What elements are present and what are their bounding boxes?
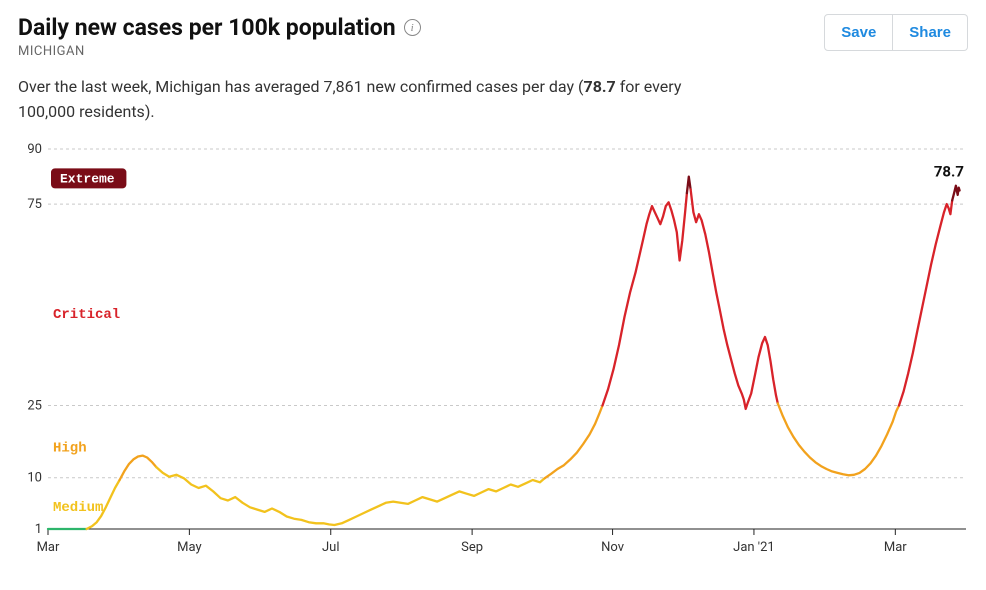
title-text: Daily new cases per 100k population: [18, 14, 396, 41]
svg-text:Mar: Mar: [37, 540, 60, 555]
svg-text:Jul: Jul: [322, 540, 340, 555]
svg-text:High: High: [53, 440, 87, 456]
svg-text:78.7: 78.7: [934, 162, 964, 180]
description: Over the last week, Michigan has average…: [18, 75, 738, 125]
svg-text:90: 90: [27, 143, 42, 157]
svg-text:Mar: Mar: [884, 540, 907, 555]
description-bold: 78.7: [584, 77, 616, 96]
svg-text:Jan '21: Jan '21: [733, 540, 775, 555]
svg-text:Critical: Critical: [53, 306, 120, 322]
info-icon[interactable]: i: [404, 19, 421, 36]
svg-text:1: 1: [35, 522, 42, 537]
save-button[interactable]: Save: [824, 14, 893, 51]
description-pre: Over the last week, Michigan has average…: [18, 77, 584, 96]
svg-text:May: May: [177, 540, 201, 555]
actions: Save Share: [824, 14, 968, 51]
chart-svg: 1 10 25 75 90 Mar May Jul Sep Nov Jan '21 Mar Extrem…: [18, 143, 968, 563]
svg-text:Medium: Medium: [53, 500, 103, 516]
svg-text:Extreme: Extreme: [60, 171, 115, 186]
page-title: Daily new cases per 100k population i: [18, 14, 421, 41]
svg-text:25: 25: [27, 398, 42, 413]
svg-text:10: 10: [27, 470, 42, 485]
title-block: Daily new cases per 100k population i MI…: [18, 14, 421, 59]
svg-text:75: 75: [27, 197, 42, 212]
header: Daily new cases per 100k population i MI…: [18, 14, 968, 59]
share-button[interactable]: Share: [893, 14, 968, 51]
svg-text:Sep: Sep: [461, 540, 483, 555]
subtitle: MICHIGAN: [18, 44, 421, 59]
cases-chart: 1 10 25 75 90 Mar May Jul Sep Nov Jan '21 Mar Extrem…: [18, 143, 968, 563]
svg-text:Nov: Nov: [601, 540, 625, 555]
